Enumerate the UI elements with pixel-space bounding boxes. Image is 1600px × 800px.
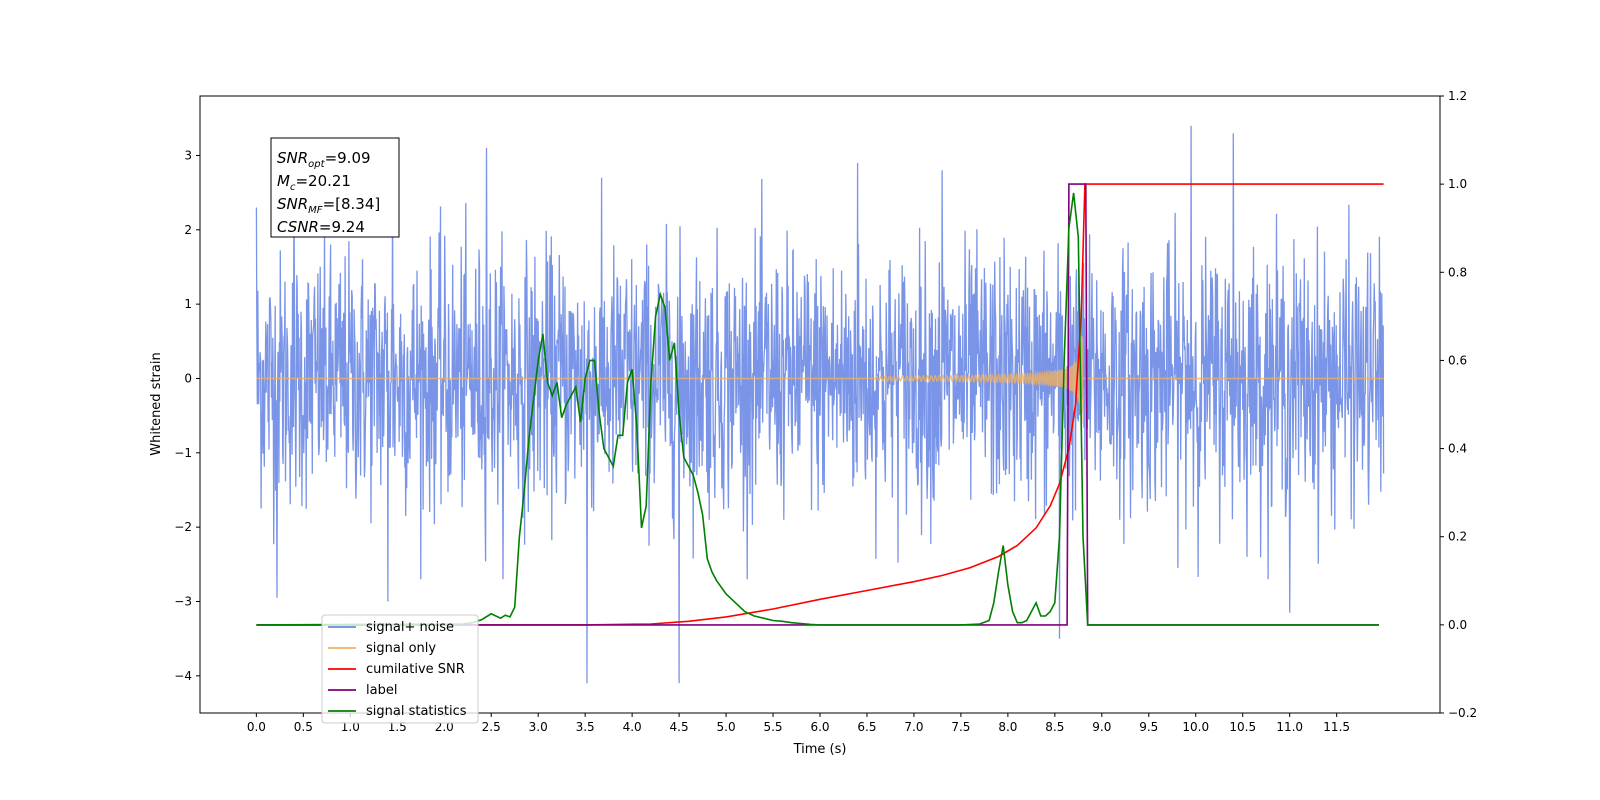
x-tick-label: 0.5 [294, 720, 313, 734]
x-tick-label: 5.5 [763, 720, 782, 734]
y-tick-label: −3 [174, 594, 192, 608]
y2-tick-label: 0.2 [1448, 530, 1467, 544]
x-tick-label: 10.0 [1182, 720, 1209, 734]
legend-label: signal+ noise [366, 620, 454, 635]
legend-label: signal statistics [366, 704, 467, 719]
annotation-line: Mc=20.21 [277, 172, 351, 193]
annotation-line: SNRopt=9.09 [277, 149, 371, 170]
x-tick-label: 11.5 [1323, 720, 1350, 734]
x-tick-label: 8.5 [1045, 720, 1064, 734]
y-axis-label: Whitened strain [149, 352, 164, 455]
plot-area [255, 125, 1385, 684]
series-signal-noise [255, 125, 1385, 684]
y-tick-label: 3 [184, 148, 192, 162]
x-tick-label: 9.5 [1139, 720, 1158, 734]
series-cumilative-snr [256, 183, 1384, 626]
series-signal-statistics [256, 192, 1379, 626]
x-axis-label: Time (s) [793, 742, 847, 757]
x-tick-label: 6.5 [857, 720, 876, 734]
y2-tick-label: 0.8 [1448, 265, 1467, 279]
y-tick-label: −1 [174, 446, 192, 460]
x-tick-label: 4.0 [623, 720, 642, 734]
x-tick-label: 5.0 [717, 720, 736, 734]
x-tick-label: 3.0 [529, 720, 548, 734]
x-tick-label: 11.0 [1276, 720, 1303, 734]
annotation-line: SNRMF=[8.34] [277, 195, 380, 216]
x-tick-label: 10.5 [1229, 720, 1256, 734]
legend-label: cumilative SNR [366, 662, 465, 677]
legend-label: signal only [366, 641, 436, 656]
x-tick-label: 3.5 [576, 720, 595, 734]
x-tick-label: 7.5 [951, 720, 970, 734]
legend-frame [321, 614, 479, 724]
y-tick-label: −4 [174, 669, 192, 683]
legend-label: label [366, 683, 397, 698]
x-tick-label: 6.0 [810, 720, 829, 734]
x-tick-label: 9.0 [1092, 720, 1111, 734]
y2-tick-label: 0.0 [1448, 618, 1467, 632]
series-signal-only [256, 335, 1384, 425]
y2-tick-label: 1.2 [1448, 89, 1467, 103]
y-tick-label: 0 [184, 371, 192, 385]
x-tick-label: 0.0 [247, 720, 266, 734]
y2-tick-label: 0.4 [1448, 442, 1467, 456]
y2-tick-label: 0.6 [1448, 353, 1467, 367]
y2-tick-label: −0.2 [1448, 706, 1477, 720]
legend: signal+ noise signal only cumilative SNR la… [321, 614, 479, 724]
annotation-line: CSNR=9.24 [277, 218, 365, 236]
x-tick-label: 8.0 [998, 720, 1017, 734]
y-tick-label: −2 [174, 520, 192, 534]
x-tick-label: 4.5 [670, 720, 689, 734]
y2-tick-label: 1.0 [1448, 177, 1467, 191]
x-tick-label: 7.0 [904, 720, 923, 734]
y-tick-label: 2 [184, 223, 192, 237]
x-tick-label: 2.5 [482, 720, 501, 734]
axis-ticks: 0.0 0.5 1.0 1.5 2.0 2.5 3.0 3.5 4.0 4.5 5.0 5.5 6.0 6… [174, 89, 1477, 734]
y-tick-label: 1 [184, 297, 192, 311]
annotation-frame [270, 137, 400, 238]
